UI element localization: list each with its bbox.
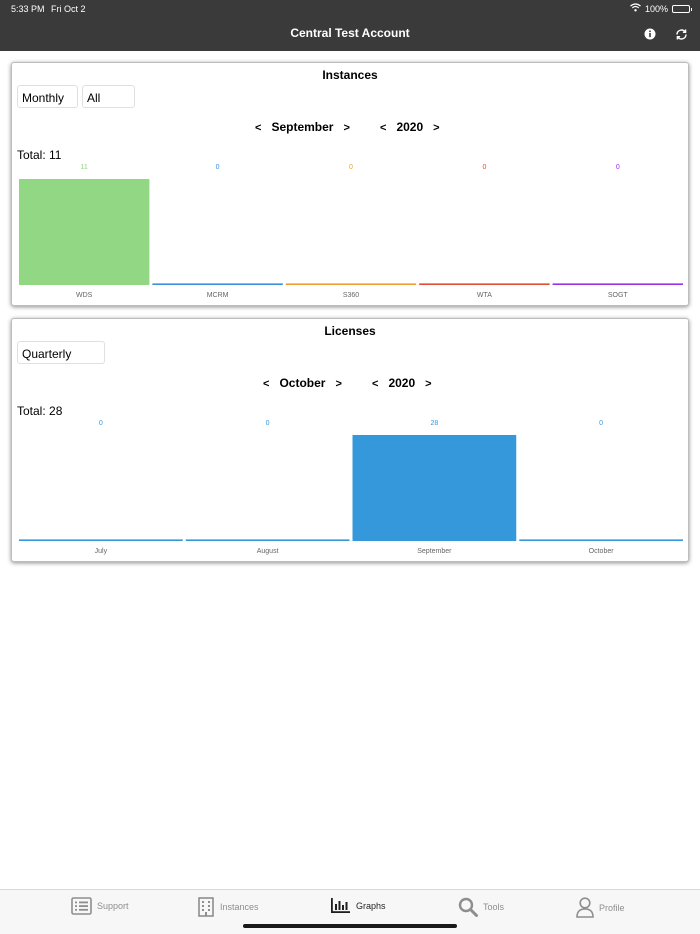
tab-profile-label: Profile bbox=[599, 902, 625, 913]
instances-year-next[interactable]: > bbox=[433, 122, 440, 134]
instances-total: Total: 11 bbox=[17, 148, 62, 162]
battery-icon bbox=[672, 4, 692, 13]
instances-title: Instances bbox=[322, 68, 378, 82]
info-button[interactable] bbox=[642, 26, 658, 42]
licenses-bar-august bbox=[185, 539, 350, 541]
page-title: Central Test Account bbox=[290, 26, 410, 40]
licenses-chart: 0 July 0 August 28 September 0 October bbox=[19, 420, 683, 555]
licenses-month: October bbox=[279, 376, 326, 390]
licenses-month-prev[interactable]: < bbox=[263, 378, 270, 390]
status-time: 5:33 PM bbox=[11, 4, 45, 14]
nav-bar: Central Test Account bbox=[0, 17, 700, 51]
tab-support[interactable]: Support bbox=[71, 897, 129, 915]
licenses-year-next[interactable]: > bbox=[425, 378, 432, 390]
tab-instances[interactable]: Instances bbox=[197, 897, 259, 917]
licenses-value-label: 0 bbox=[266, 420, 270, 427]
info-icon bbox=[644, 28, 656, 40]
licenses-month-next[interactable]: > bbox=[335, 378, 342, 390]
instances-bar-wds bbox=[19, 179, 150, 285]
instances-category-label: S360 bbox=[343, 292, 359, 299]
tab-tools-label: Tools bbox=[483, 902, 505, 912]
instances-value-label: 0 bbox=[482, 164, 486, 171]
instances-filter-dropdown[interactable]: All bbox=[82, 85, 135, 108]
licenses-bar-october bbox=[519, 539, 683, 541]
licenses-month-pager: < October > bbox=[263, 376, 342, 390]
instances-period-dropdown[interactable]: Monthly bbox=[17, 85, 78, 108]
bar-chart-icon bbox=[331, 898, 350, 913]
licenses-bar-september bbox=[352, 435, 517, 541]
licenses-value-label: 28 bbox=[430, 420, 438, 427]
list-icon bbox=[71, 897, 92, 915]
tab-instances-label: Instances bbox=[220, 902, 259, 912]
licenses-value-label: 0 bbox=[599, 420, 603, 427]
instances-bar-mcrm bbox=[152, 283, 283, 285]
instances-value-label: 11 bbox=[81, 164, 88, 171]
status-right: 100% bbox=[630, 3, 692, 14]
licenses-total: Total: 28 bbox=[17, 404, 63, 418]
instances-bar-sogt bbox=[552, 283, 683, 285]
licenses-category-label: July bbox=[95, 548, 108, 555]
instances-year: 2020 bbox=[396, 120, 424, 134]
licenses-card: Licenses Quarterly < October > < 2020 > … bbox=[11, 318, 689, 562]
licenses-title: Licenses bbox=[324, 324, 376, 338]
licenses-bar-july bbox=[19, 539, 183, 541]
search-icon bbox=[458, 897, 478, 917]
licenses-value-label: 0 bbox=[99, 420, 103, 427]
tab-support-label: Support bbox=[97, 901, 129, 911]
licenses-year: 2020 bbox=[388, 376, 416, 390]
instances-category-label: WTA bbox=[477, 292, 492, 299]
instances-card: Instances Monthly All < September > < 20… bbox=[11, 62, 689, 306]
instances-category-label: WDS bbox=[76, 292, 93, 299]
instances-year-pager: < 2020 > bbox=[380, 120, 440, 134]
instances-category-label: SOGT bbox=[608, 292, 629, 299]
refresh-button[interactable] bbox=[673, 26, 689, 42]
refresh-icon bbox=[675, 28, 687, 40]
instances-chart: 11 WDS 0 MCRM 0 S360 0 WTA 0 SOGT bbox=[19, 164, 683, 299]
tab-graphs-label: Graphs bbox=[356, 900, 386, 911]
home-indicator bbox=[243, 924, 457, 928]
instances-bar-s360 bbox=[285, 283, 417, 285]
licenses-category-label: October bbox=[589, 548, 615, 555]
instances-month-prev[interactable]: < bbox=[255, 122, 262, 134]
tab-graphs[interactable]: Graphs bbox=[330, 897, 386, 914]
wifi-icon bbox=[630, 3, 641, 14]
status-bar: 5:33 PM Fri Oct 2 100% bbox=[0, 0, 700, 17]
instances-category-label: MCRM bbox=[207, 292, 229, 299]
instances-month: September bbox=[271, 120, 334, 134]
licenses-year-pager: < 2020 > bbox=[372, 376, 432, 390]
instances-value-label: 0 bbox=[616, 164, 620, 171]
battery-percent: 100% bbox=[644, 3, 668, 14]
instances-value-label: 0 bbox=[349, 164, 353, 171]
status-date: Fri Oct 2 bbox=[51, 4, 86, 14]
licenses-period-dropdown[interactable]: Quarterly bbox=[17, 341, 105, 364]
instances-month-pager: < September > bbox=[255, 120, 350, 134]
instances-bar-wta bbox=[419, 283, 550, 285]
instances-year-prev[interactable]: < bbox=[380, 122, 387, 134]
instances-value-label: 0 bbox=[216, 164, 220, 171]
instances-month-next[interactable]: > bbox=[343, 122, 350, 134]
tab-tools[interactable]: Tools bbox=[458, 897, 504, 917]
tab-profile[interactable]: Profile bbox=[576, 897, 625, 918]
licenses-category-label: August bbox=[257, 548, 279, 555]
licenses-category-label: September bbox=[417, 548, 452, 555]
building-icon bbox=[198, 897, 214, 917]
licenses-year-prev[interactable]: < bbox=[372, 378, 379, 390]
person-icon bbox=[576, 897, 594, 918]
